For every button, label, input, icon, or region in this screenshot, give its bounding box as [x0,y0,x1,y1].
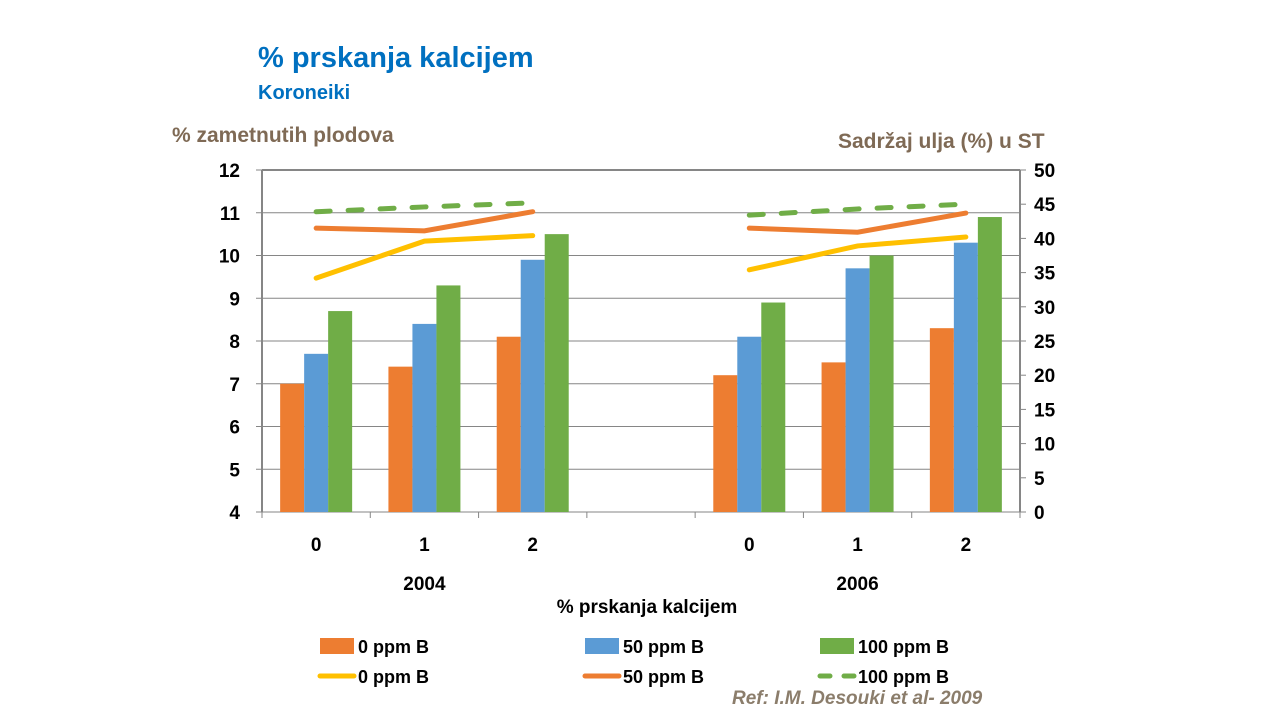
bar [412,323,437,512]
y2-tick-label: 10 [1034,435,1055,456]
y2-tick-label: 25 [1034,332,1056,353]
series-line [313,209,536,234]
bar [821,362,846,512]
bar [761,302,786,512]
chart-title: % prskanja kalcijem [258,42,534,74]
bar [713,375,738,512]
x-tick-label: 2 [961,535,972,556]
x-tick-label: 0 [311,535,322,556]
series-line [313,233,536,281]
series-line [313,200,536,215]
bar [304,353,329,512]
x-tick-label: 1 [419,535,430,556]
x-tick-label: 0 [744,535,755,556]
y2-tick-label: 0 [1034,503,1045,524]
legend-bar-swatch [820,638,854,654]
y2-tick-label: 50 [1034,161,1055,182]
y-tick-label: 6 [229,418,240,439]
bar [436,285,461,512]
y-tick-label: 7 [229,375,240,396]
legend-label: 100 ppm B [858,667,949,687]
y-tick-label: 5 [229,460,240,481]
y-tick-label: 11 [220,204,241,225]
y2-tick-label: 30 [1034,298,1055,319]
bar [280,383,305,512]
group-label: 2006 [836,574,878,595]
bar [388,366,413,512]
series-line [746,210,969,235]
bar [953,242,978,513]
reference-note: Ref: I.M. Desouki et al- 2009 [732,688,983,709]
y-tick-label: 10 [219,247,240,268]
bar [328,311,353,512]
y2-tick-label: 45 [1034,195,1056,216]
series-line [746,234,969,273]
y2-tick-label: 40 [1034,229,1055,250]
bar [544,234,569,512]
y2-axis-label: Sadržaj ulja (%) u ST [838,130,1045,153]
y2-tick-label: 15 [1034,400,1056,421]
chart-subtitle: Koroneiki [258,82,351,104]
legend-bar-swatch [585,638,619,654]
group-label: 2004 [403,574,446,595]
bar [845,268,870,512]
y-tick-label: 9 [229,289,240,310]
y2-tick-label: 20 [1034,366,1055,387]
bar [929,328,954,512]
legend-label: 0 ppm B [358,637,429,657]
x-axis-label: % prskanja kalcijem [557,597,738,618]
bar [520,259,545,512]
bar [737,336,762,512]
legend-bar-swatch [320,638,354,654]
legend-label: 0 ppm B [358,667,429,687]
series-line [746,201,969,218]
y-tick-label: 4 [229,503,240,524]
y-tick-label: 12 [219,161,240,182]
y-tick-label: 8 [229,332,240,353]
x-tick-label: 2 [527,535,538,556]
legend-label: 100 ppm B [858,637,949,657]
legend-label: 50 ppm B [623,667,704,687]
y-axis-label: % zametnutih plodova [172,124,394,147]
bar [869,255,894,512]
x-tick-label: 1 [852,535,863,556]
y2-tick-label: 35 [1034,264,1056,285]
y2-tick-label: 5 [1034,469,1045,490]
bar [977,217,1002,512]
bar [496,336,521,512]
legend-label: 50 ppm B [623,637,704,657]
